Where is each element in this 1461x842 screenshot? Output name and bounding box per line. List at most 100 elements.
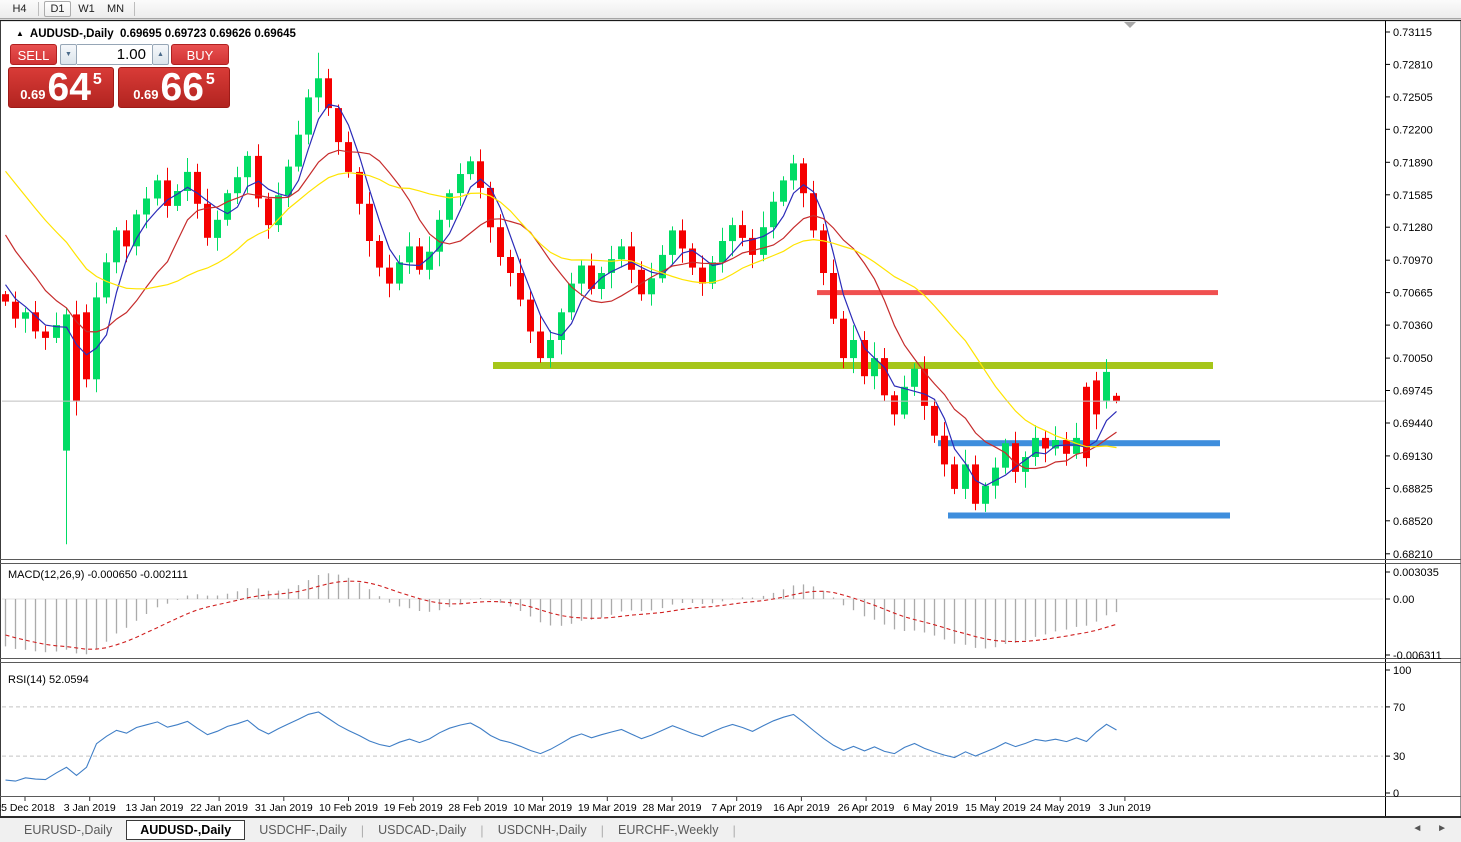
chart-tab-usdcad[interactable]: USDCAD-,Daily xyxy=(378,823,467,837)
candle xyxy=(881,358,888,396)
tab-separator: | xyxy=(600,822,604,838)
price-tick-label: 0.73115 xyxy=(1393,27,1432,39)
tab-scroll-arrows[interactable]: ◄ ► xyxy=(1412,823,1453,834)
candle xyxy=(800,163,807,194)
candle xyxy=(12,301,19,319)
timeframe-button-mn[interactable]: MN xyxy=(106,3,125,15)
chart-tab-bar: EURUSD-,Daily AUDUSD-,Daily USDCHF-,Daily |… xyxy=(0,818,1461,842)
candle xyxy=(295,134,302,167)
sell-price-pip: 5 xyxy=(92,70,102,88)
chart-tab-eurusd[interactable]: EURUSD-,Daily xyxy=(24,823,113,837)
chart-tab-audusd[interactable]: AUDUSD-,Daily xyxy=(126,820,246,840)
volume-input[interactable] xyxy=(77,44,152,65)
chart-shift-marker-icon[interactable] xyxy=(1124,22,1136,28)
timeframe-button-w1[interactable]: W1 xyxy=(78,3,95,15)
candle xyxy=(457,174,464,194)
candle xyxy=(638,269,645,295)
rsi-tick-label: 70 xyxy=(1393,702,1405,714)
rsi-line xyxy=(5,711,1117,782)
candle xyxy=(840,318,847,359)
candle xyxy=(487,187,494,228)
candle xyxy=(830,273,837,319)
buy-price-button[interactable]: 0.69 66 5 xyxy=(118,67,230,108)
volume-decrease-button[interactable]: ▼ xyxy=(60,44,77,65)
candle xyxy=(941,435,948,465)
sell-price-button[interactable]: 0.69 64 5 xyxy=(8,67,114,108)
candle xyxy=(608,259,615,273)
rsi-indicator-label: RSI(14) 52.0594 xyxy=(8,674,89,686)
price-tick-label: 0.69130 xyxy=(1393,451,1433,463)
one-click-trading-panel: SELL ▼ ▲ BUY 0.69 64 5 0.69 66 5 xyxy=(8,42,230,108)
date-axis[interactable]: 25 Dec 2018 3 Jan 2019 13 Jan 2019 22 Jan 2… xyxy=(0,797,1151,814)
date-tick-label: 3 Jun 2019 xyxy=(1099,802,1151,814)
candle xyxy=(497,227,504,257)
price-tick-label: 0.69745 xyxy=(1393,386,1433,398)
price-tick-label: 0.71585 xyxy=(1393,190,1433,202)
candle xyxy=(224,193,231,220)
sell-button[interactable]: SELL xyxy=(10,44,57,65)
candle xyxy=(719,241,726,263)
candle xyxy=(669,230,676,255)
candle xyxy=(820,230,827,273)
chart-background xyxy=(1,21,1460,817)
candle xyxy=(1073,437,1080,454)
candle xyxy=(113,230,120,263)
candle xyxy=(426,251,433,270)
candle xyxy=(1022,457,1029,472)
candle xyxy=(265,198,272,226)
chart-tab-usdcnh[interactable]: USDCNH-,Daily xyxy=(497,823,587,837)
moving-average-line xyxy=(4,149,1117,470)
candle xyxy=(2,294,9,302)
candle xyxy=(73,314,80,401)
buy-price-prefix: 0.69 xyxy=(133,87,159,102)
volume-increase-button[interactable]: ▲ xyxy=(152,44,169,65)
timeframe-button-h4[interactable]: H4 xyxy=(12,3,27,15)
buy-button[interactable]: BUY xyxy=(171,44,229,65)
candle xyxy=(861,340,868,377)
price-tick-label: 0.70665 xyxy=(1393,288,1433,300)
candle xyxy=(174,191,181,206)
buy-price-main: 66 xyxy=(160,65,204,109)
price-tick-label: 0.72505 xyxy=(1393,92,1433,104)
date-tick-label: 28 Feb 2019 xyxy=(448,802,507,814)
date-tick-label: 13 Jan 2019 xyxy=(125,802,183,814)
candle xyxy=(406,246,413,263)
candle xyxy=(305,97,312,135)
date-tick-label: 16 Apr 2019 xyxy=(773,802,830,814)
candle xyxy=(143,198,150,215)
candle xyxy=(184,171,191,191)
date-tick-label: 22 Jan 2019 xyxy=(190,802,248,814)
candle xyxy=(103,262,110,298)
price-tick-label: 0.70050 xyxy=(1393,353,1433,365)
buy-price-pip: 5 xyxy=(205,70,215,88)
chart-tab-eurchf[interactable]: EURCHF-,Weekly xyxy=(617,823,719,837)
date-tick-label: 10 Feb 2019 xyxy=(319,802,378,814)
candle xyxy=(749,237,756,255)
chart-tab-usdchf[interactable]: USDCHF-,Daily xyxy=(259,823,347,837)
candle xyxy=(53,325,60,338)
date-tick-label: 6 May 2019 xyxy=(903,802,958,814)
candle xyxy=(921,368,928,406)
date-tick-label: 7 Apr 2019 xyxy=(711,802,762,814)
timeframe-button-d1[interactable]: D1 xyxy=(44,1,71,17)
price-tick-label: 0.70970 xyxy=(1393,255,1433,267)
candle xyxy=(214,219,221,238)
moving-average-line xyxy=(5,170,1117,449)
candle xyxy=(618,246,625,260)
candle xyxy=(386,267,393,284)
chevron-down-icon: ▼ xyxy=(65,51,72,58)
candle xyxy=(244,155,251,178)
support-resistance-line[interactable] xyxy=(948,512,1230,519)
support-resistance-line[interactable] xyxy=(817,290,1218,296)
candle xyxy=(123,230,130,247)
candle xyxy=(628,246,635,270)
price-axis[interactable]: 0.73115 0.72810 0.72505 0.72200 0.71890 0.715… xyxy=(1386,27,1442,800)
candle xyxy=(972,464,979,504)
candle xyxy=(931,405,938,436)
price-tick-label: 0.70360 xyxy=(1393,320,1433,332)
date-tick-label: 25 Dec 2018 xyxy=(0,802,55,814)
tab-separator: | xyxy=(360,822,365,838)
candle xyxy=(42,331,49,338)
candle xyxy=(83,312,90,380)
